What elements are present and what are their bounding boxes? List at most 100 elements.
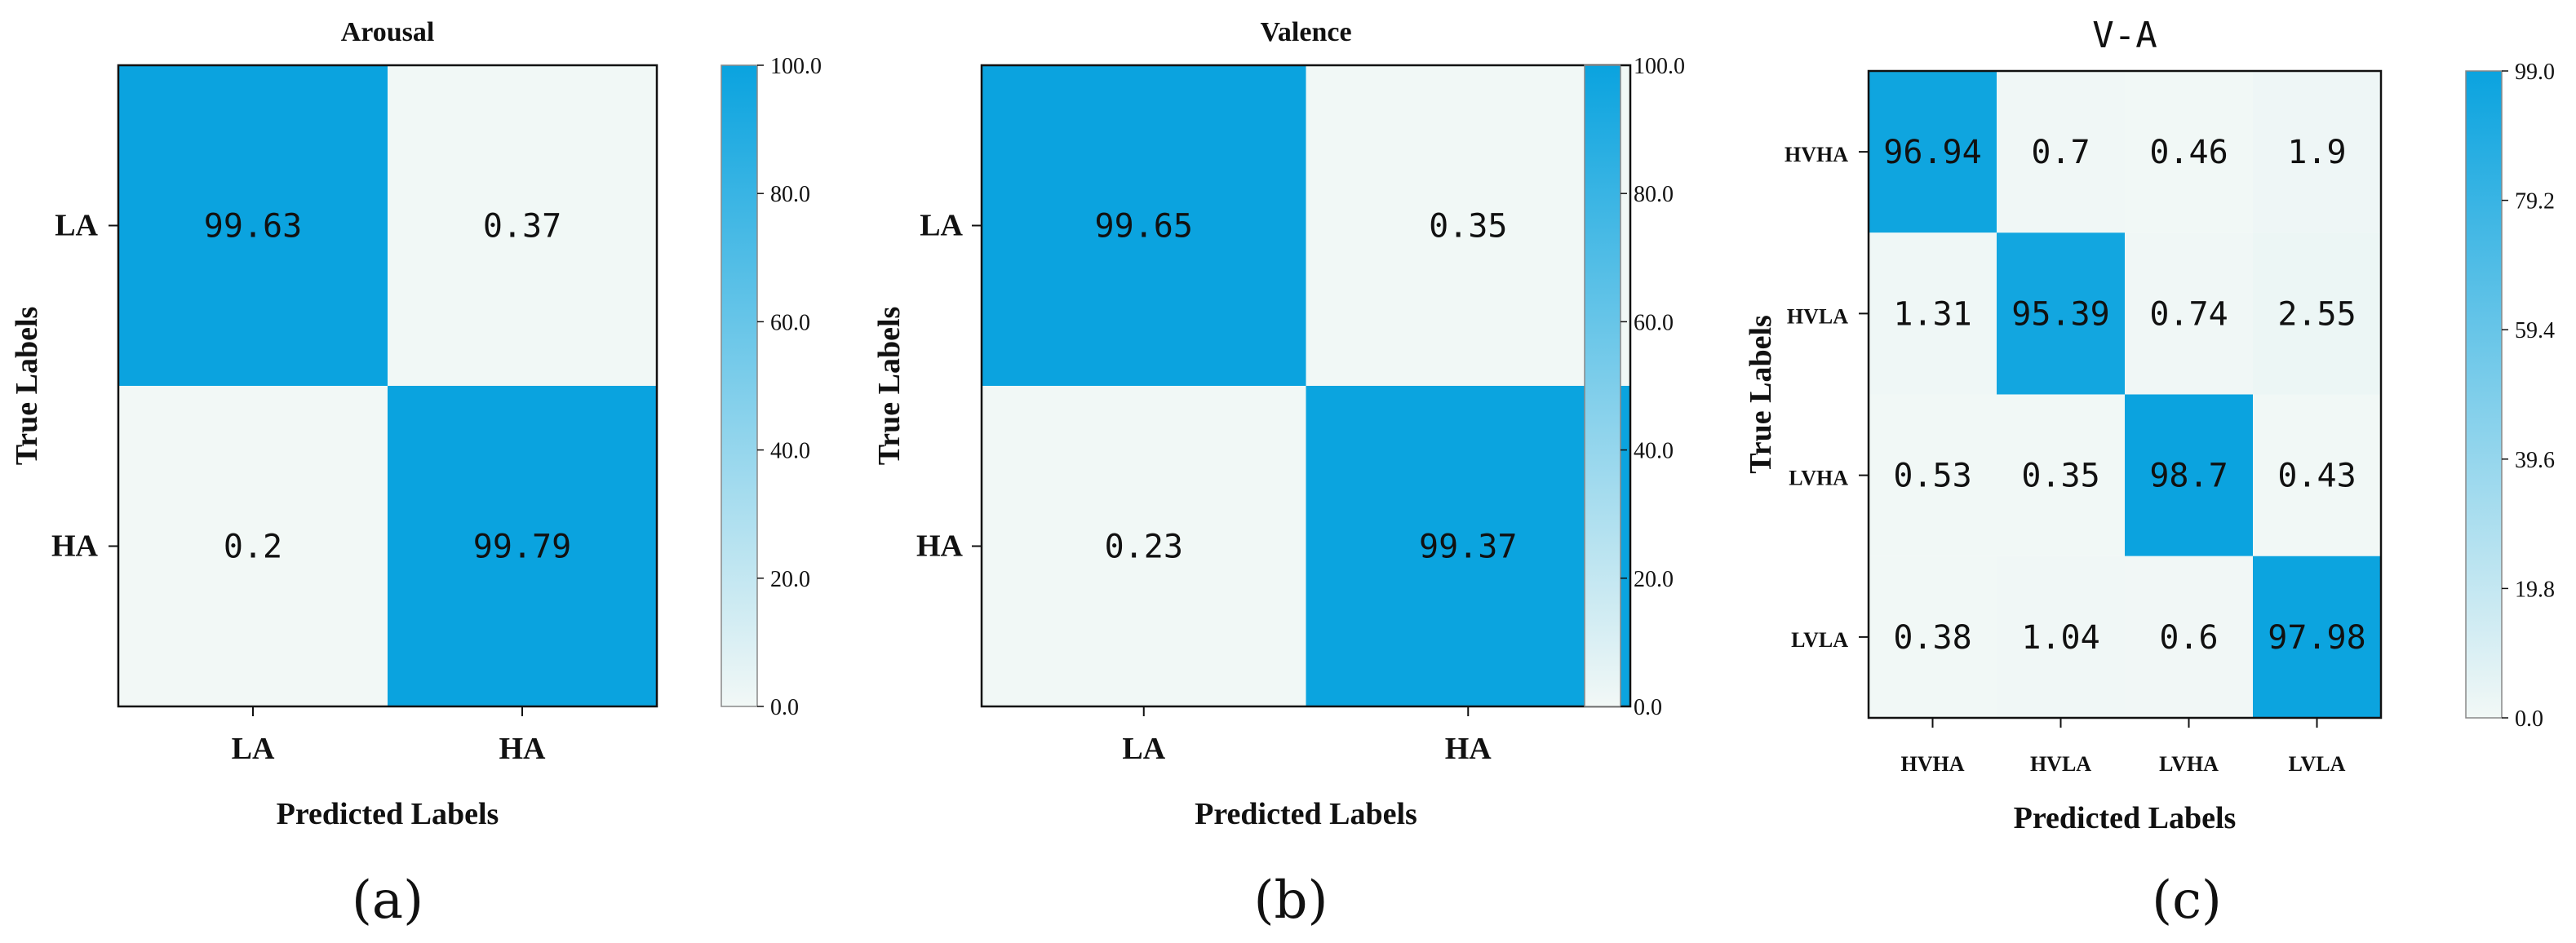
x-tick-label: HVLA <box>2030 752 2091 776</box>
colorbar <box>1584 64 1621 707</box>
colorbar-tick-label: 60.0 <box>1634 310 1674 335</box>
colorbar-tick-label: 19.8 <box>2515 577 2555 602</box>
plot-frame <box>980 64 1632 708</box>
colorbar <box>2465 70 2503 719</box>
y-axis-label: True Labels <box>10 307 44 466</box>
x-tick-label: HVHA <box>1901 752 1965 776</box>
y-tick-label: LA <box>55 209 98 243</box>
y-tick-label: LVHA <box>1789 467 1848 490</box>
y-tick-label: LVLA <box>1791 628 1848 652</box>
x-axis-label: Predicted Labels <box>2014 801 2237 835</box>
cell-value-label: 98.7 <box>2149 458 2228 495</box>
heatmap-cell <box>2253 232 2381 395</box>
y-tick-label: HVLA <box>1787 304 1848 328</box>
cell-value-label: 0.35 <box>1429 208 1507 246</box>
heatmap-cell <box>1306 65 1630 386</box>
heatmap-cell <box>2125 394 2253 556</box>
heatmap-cell <box>2125 556 2253 718</box>
chart-title: Arousal <box>341 17 435 47</box>
x-tick-label: LVHA <box>2159 752 2219 776</box>
cell-value-label: 0.74 <box>2149 295 2228 333</box>
heatmap-cell <box>1869 232 1997 395</box>
cell-value-label: 99.37 <box>1419 529 1517 566</box>
heatmap-panel-3: 96.94 0.7 0.46 1.9 1.31 95.39 0.74 2.55 0.53 0.35… <box>1744 15 2555 931</box>
y-tick-label: HA <box>51 529 99 564</box>
y-tick-label: HVHA <box>1785 143 1848 166</box>
x-tick-label: LVLA <box>2289 752 2346 776</box>
colorbar-tick-label: 99.0 <box>2515 60 2555 85</box>
heatmap-cell <box>1306 386 1630 706</box>
heatmap-cell <box>1997 71 2125 233</box>
heatmap-cell <box>1869 556 1997 718</box>
chart-title: Valence <box>1260 17 1351 47</box>
cell-value-label: 0.43 <box>2277 458 2356 495</box>
panel-label: (c) <box>2152 870 2222 931</box>
colorbar-tick-label: 79.2 <box>2515 189 2555 215</box>
y-axis-label: True Labels <box>872 307 907 466</box>
heatmap-cell <box>1997 556 2125 718</box>
x-axis-label: Predicted Labels <box>1195 797 1417 831</box>
heatmap-cell <box>2125 232 2253 395</box>
heatmap-cell <box>1997 232 2125 395</box>
cell-value-label: 0.35 <box>2021 458 2099 495</box>
colorbar-tick-label: 0.0 <box>1634 695 1662 720</box>
heatmap-cell <box>1869 394 1997 556</box>
cell-value-label: 2.55 <box>2277 295 2356 333</box>
x-tick-label: LA <box>232 732 275 766</box>
colorbar <box>720 64 758 707</box>
cell-value-label: 97.98 <box>2268 619 2365 657</box>
panel-label: (b) <box>1254 870 1328 931</box>
y-axis-label: True Labels <box>1744 315 1778 474</box>
x-tick-label: HA <box>1445 732 1492 766</box>
plot-frame <box>1867 69 2383 719</box>
heatmap-cell <box>2125 71 2253 233</box>
cell-value-label: 95.39 <box>2011 295 2109 333</box>
y-tick-label: LA <box>920 209 963 243</box>
heatmap-panel-2: 99.65 0.35 0.23 99.37 Valence LA HA LA HA Predict… <box>872 17 1685 931</box>
colorbar-tick-label: 40.0 <box>770 439 810 464</box>
cell-value-label: 0.2 <box>224 529 282 566</box>
cell-value-label: 0.37 <box>483 208 561 246</box>
cell-value-label: 99.79 <box>473 529 571 566</box>
colorbar-tick-label: 0.0 <box>2515 706 2543 732</box>
panel-label: (a) <box>352 870 423 931</box>
colorbar-tick-label: 80.0 <box>1634 182 1674 207</box>
plot-frame <box>117 64 658 708</box>
cell-value-label: 1.9 <box>2287 134 2346 171</box>
colorbar-tick-label: 20.0 <box>1634 567 1674 592</box>
colorbar-tick-label: 39.6 <box>2515 448 2555 473</box>
chart-title: V-A <box>2092 15 2157 56</box>
x-tick-label: HA <box>499 732 547 766</box>
heatmap-cell <box>388 386 657 706</box>
heatmap-cell <box>388 65 657 386</box>
heatmap-cell <box>982 386 1306 706</box>
heatmap-cell <box>118 386 388 706</box>
y-tick-label: HA <box>916 529 964 564</box>
cell-value-label: 0.46 <box>2149 134 2228 171</box>
cell-value-label: 1.04 <box>2021 619 2099 657</box>
cell-value-label: 0.53 <box>1893 458 1971 495</box>
x-axis-label: Predicted Labels <box>277 797 499 831</box>
cell-value-label: 96.94 <box>1883 134 1981 171</box>
cell-value-label: 0.38 <box>1893 619 1971 657</box>
x-tick-label: LA <box>1122 732 1165 766</box>
heatmap-cell <box>2253 71 2381 233</box>
cell-value-label: 99.65 <box>1095 208 1193 246</box>
colorbar-tick-label: 100.0 <box>770 54 822 79</box>
colorbar-tick-label: 80.0 <box>770 182 810 207</box>
colorbar-tick-label: 20.0 <box>770 567 810 592</box>
cell-value-label: 0.23 <box>1105 529 1183 566</box>
heatmap-cell <box>2253 556 2381 718</box>
colorbar-tick-label: 0.0 <box>770 695 799 720</box>
colorbar-tick-label: 60.0 <box>770 310 810 335</box>
heatmap-cell <box>982 65 1306 386</box>
cell-value-label: 0.7 <box>2031 134 2090 171</box>
heatmap-cell <box>1869 71 1997 233</box>
colorbar-tick-label: 100.0 <box>1634 54 1685 79</box>
cell-value-label: 1.31 <box>1893 295 1971 333</box>
heatmap-cell <box>2253 394 2381 556</box>
cell-value-label: 0.6 <box>2159 619 2218 657</box>
colorbar-tick-label: 59.4 <box>2515 318 2555 343</box>
